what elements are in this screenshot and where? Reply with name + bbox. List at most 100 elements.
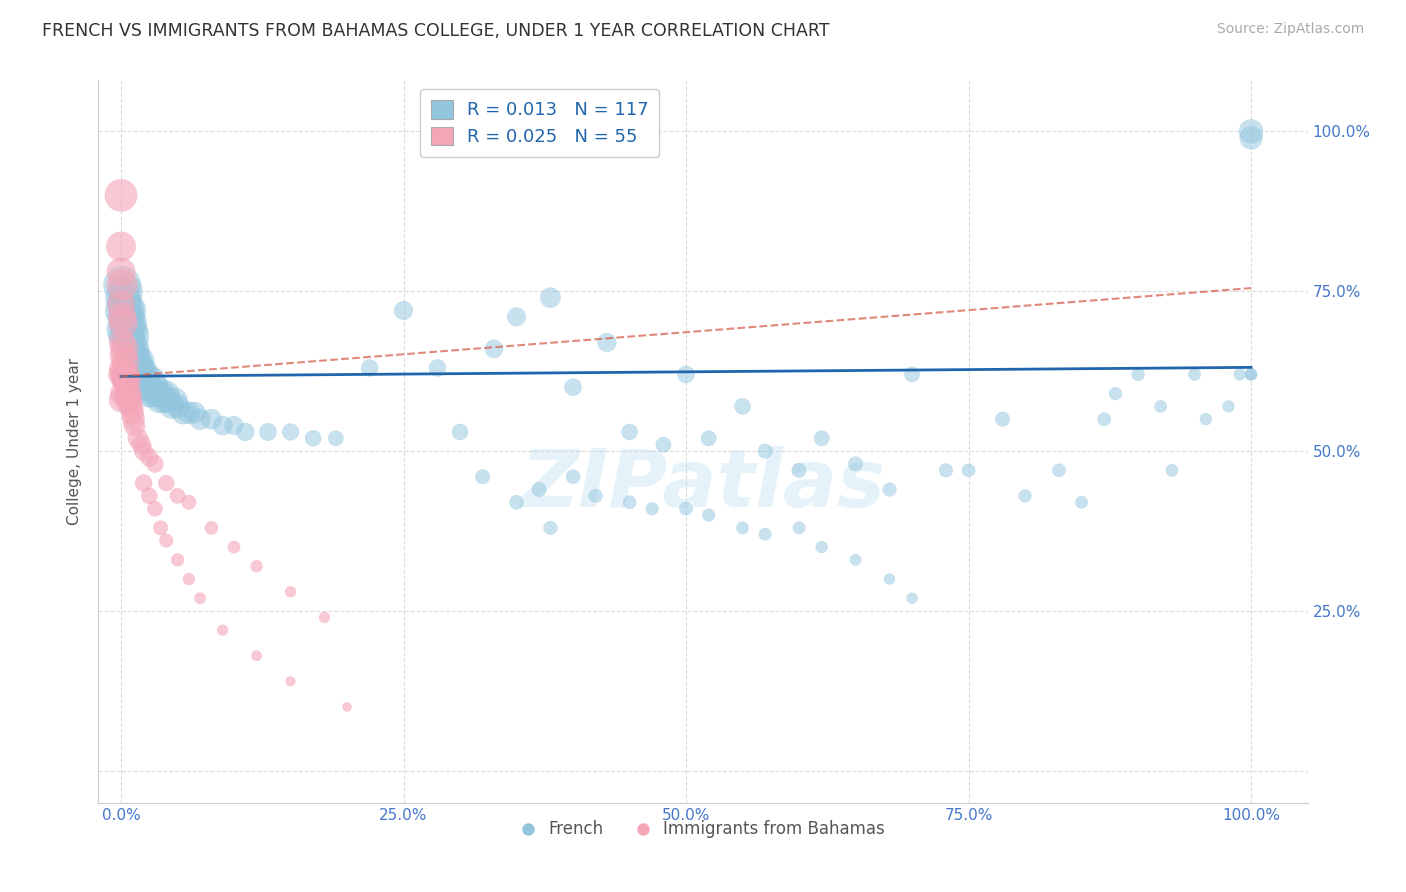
- Point: [112, 323, 135, 337]
- Point: [1240, 368, 1263, 382]
- Point: [117, 374, 139, 388]
- Point: [138, 386, 160, 401]
- Point: [114, 316, 136, 330]
- Point: [114, 285, 136, 299]
- Point: [336, 699, 359, 714]
- Point: [527, 483, 550, 497]
- Point: [188, 591, 211, 606]
- Point: [135, 380, 157, 394]
- Point: [150, 386, 173, 401]
- Point: [120, 335, 142, 350]
- Point: [200, 412, 222, 426]
- Point: [585, 489, 607, 503]
- Point: [1240, 124, 1263, 138]
- Point: [112, 297, 135, 311]
- Point: [110, 392, 132, 407]
- Point: [112, 310, 135, 324]
- Point: [110, 239, 132, 253]
- Legend: French, Immigrants from Bahamas: French, Immigrants from Bahamas: [515, 814, 891, 845]
- Point: [118, 386, 141, 401]
- Point: [118, 303, 141, 318]
- Point: [112, 348, 135, 362]
- Point: [115, 386, 138, 401]
- Point: [1104, 386, 1126, 401]
- Point: [111, 335, 134, 350]
- Text: Source: ZipAtlas.com: Source: ZipAtlas.com: [1216, 22, 1364, 37]
- Point: [111, 361, 134, 376]
- Point: [845, 457, 868, 471]
- Point: [1126, 368, 1149, 382]
- Point: [935, 463, 957, 477]
- Point: [426, 361, 449, 376]
- Point: [211, 623, 233, 637]
- Point: [112, 316, 135, 330]
- Point: [222, 540, 245, 554]
- Point: [505, 310, 527, 324]
- Point: [111, 310, 134, 324]
- Point: [112, 342, 135, 356]
- Text: ZIPatlas: ZIPatlas: [520, 446, 886, 524]
- Point: [810, 431, 832, 445]
- Point: [112, 291, 135, 305]
- Point: [149, 521, 172, 535]
- Point: [142, 386, 165, 401]
- Point: [122, 354, 145, 368]
- Point: [131, 374, 153, 388]
- Point: [731, 521, 754, 535]
- Point: [392, 303, 415, 318]
- Point: [125, 361, 148, 376]
- Point: [641, 501, 664, 516]
- Point: [121, 348, 143, 362]
- Point: [138, 450, 160, 465]
- Point: [143, 457, 166, 471]
- Point: [143, 501, 166, 516]
- Point: [879, 572, 901, 586]
- Point: [118, 323, 141, 337]
- Point: [280, 584, 302, 599]
- Point: [115, 323, 138, 337]
- Point: [110, 297, 132, 311]
- Point: [957, 463, 980, 477]
- Point: [991, 412, 1014, 426]
- Point: [117, 392, 139, 407]
- Point: [280, 674, 302, 689]
- Point: [112, 329, 135, 343]
- Point: [115, 303, 138, 318]
- Point: [112, 368, 135, 382]
- Point: [280, 425, 302, 439]
- Point: [325, 431, 347, 445]
- Point: [787, 463, 810, 477]
- Point: [127, 368, 149, 382]
- Point: [1092, 412, 1115, 426]
- Point: [129, 361, 152, 376]
- Point: [314, 610, 336, 624]
- Point: [697, 431, 720, 445]
- Point: [120, 392, 142, 407]
- Point: [177, 406, 200, 420]
- Point: [538, 521, 561, 535]
- Point: [1184, 368, 1206, 382]
- Point: [172, 406, 194, 420]
- Point: [148, 392, 170, 407]
- Point: [127, 431, 149, 445]
- Point: [246, 559, 269, 574]
- Point: [1161, 463, 1184, 477]
- Point: [134, 368, 156, 382]
- Point: [596, 335, 619, 350]
- Point: [114, 354, 136, 368]
- Point: [155, 386, 177, 401]
- Point: [112, 374, 135, 388]
- Point: [141, 374, 163, 388]
- Point: [754, 527, 776, 541]
- Point: [121, 329, 143, 343]
- Point: [110, 368, 132, 382]
- Point: [1240, 368, 1263, 382]
- Point: [110, 265, 132, 279]
- Point: [562, 469, 585, 483]
- Point: [901, 591, 924, 606]
- Point: [188, 412, 211, 426]
- Point: [136, 374, 159, 388]
- Y-axis label: College, Under 1 year: College, Under 1 year: [67, 358, 83, 525]
- Point: [165, 392, 187, 407]
- Point: [128, 368, 150, 382]
